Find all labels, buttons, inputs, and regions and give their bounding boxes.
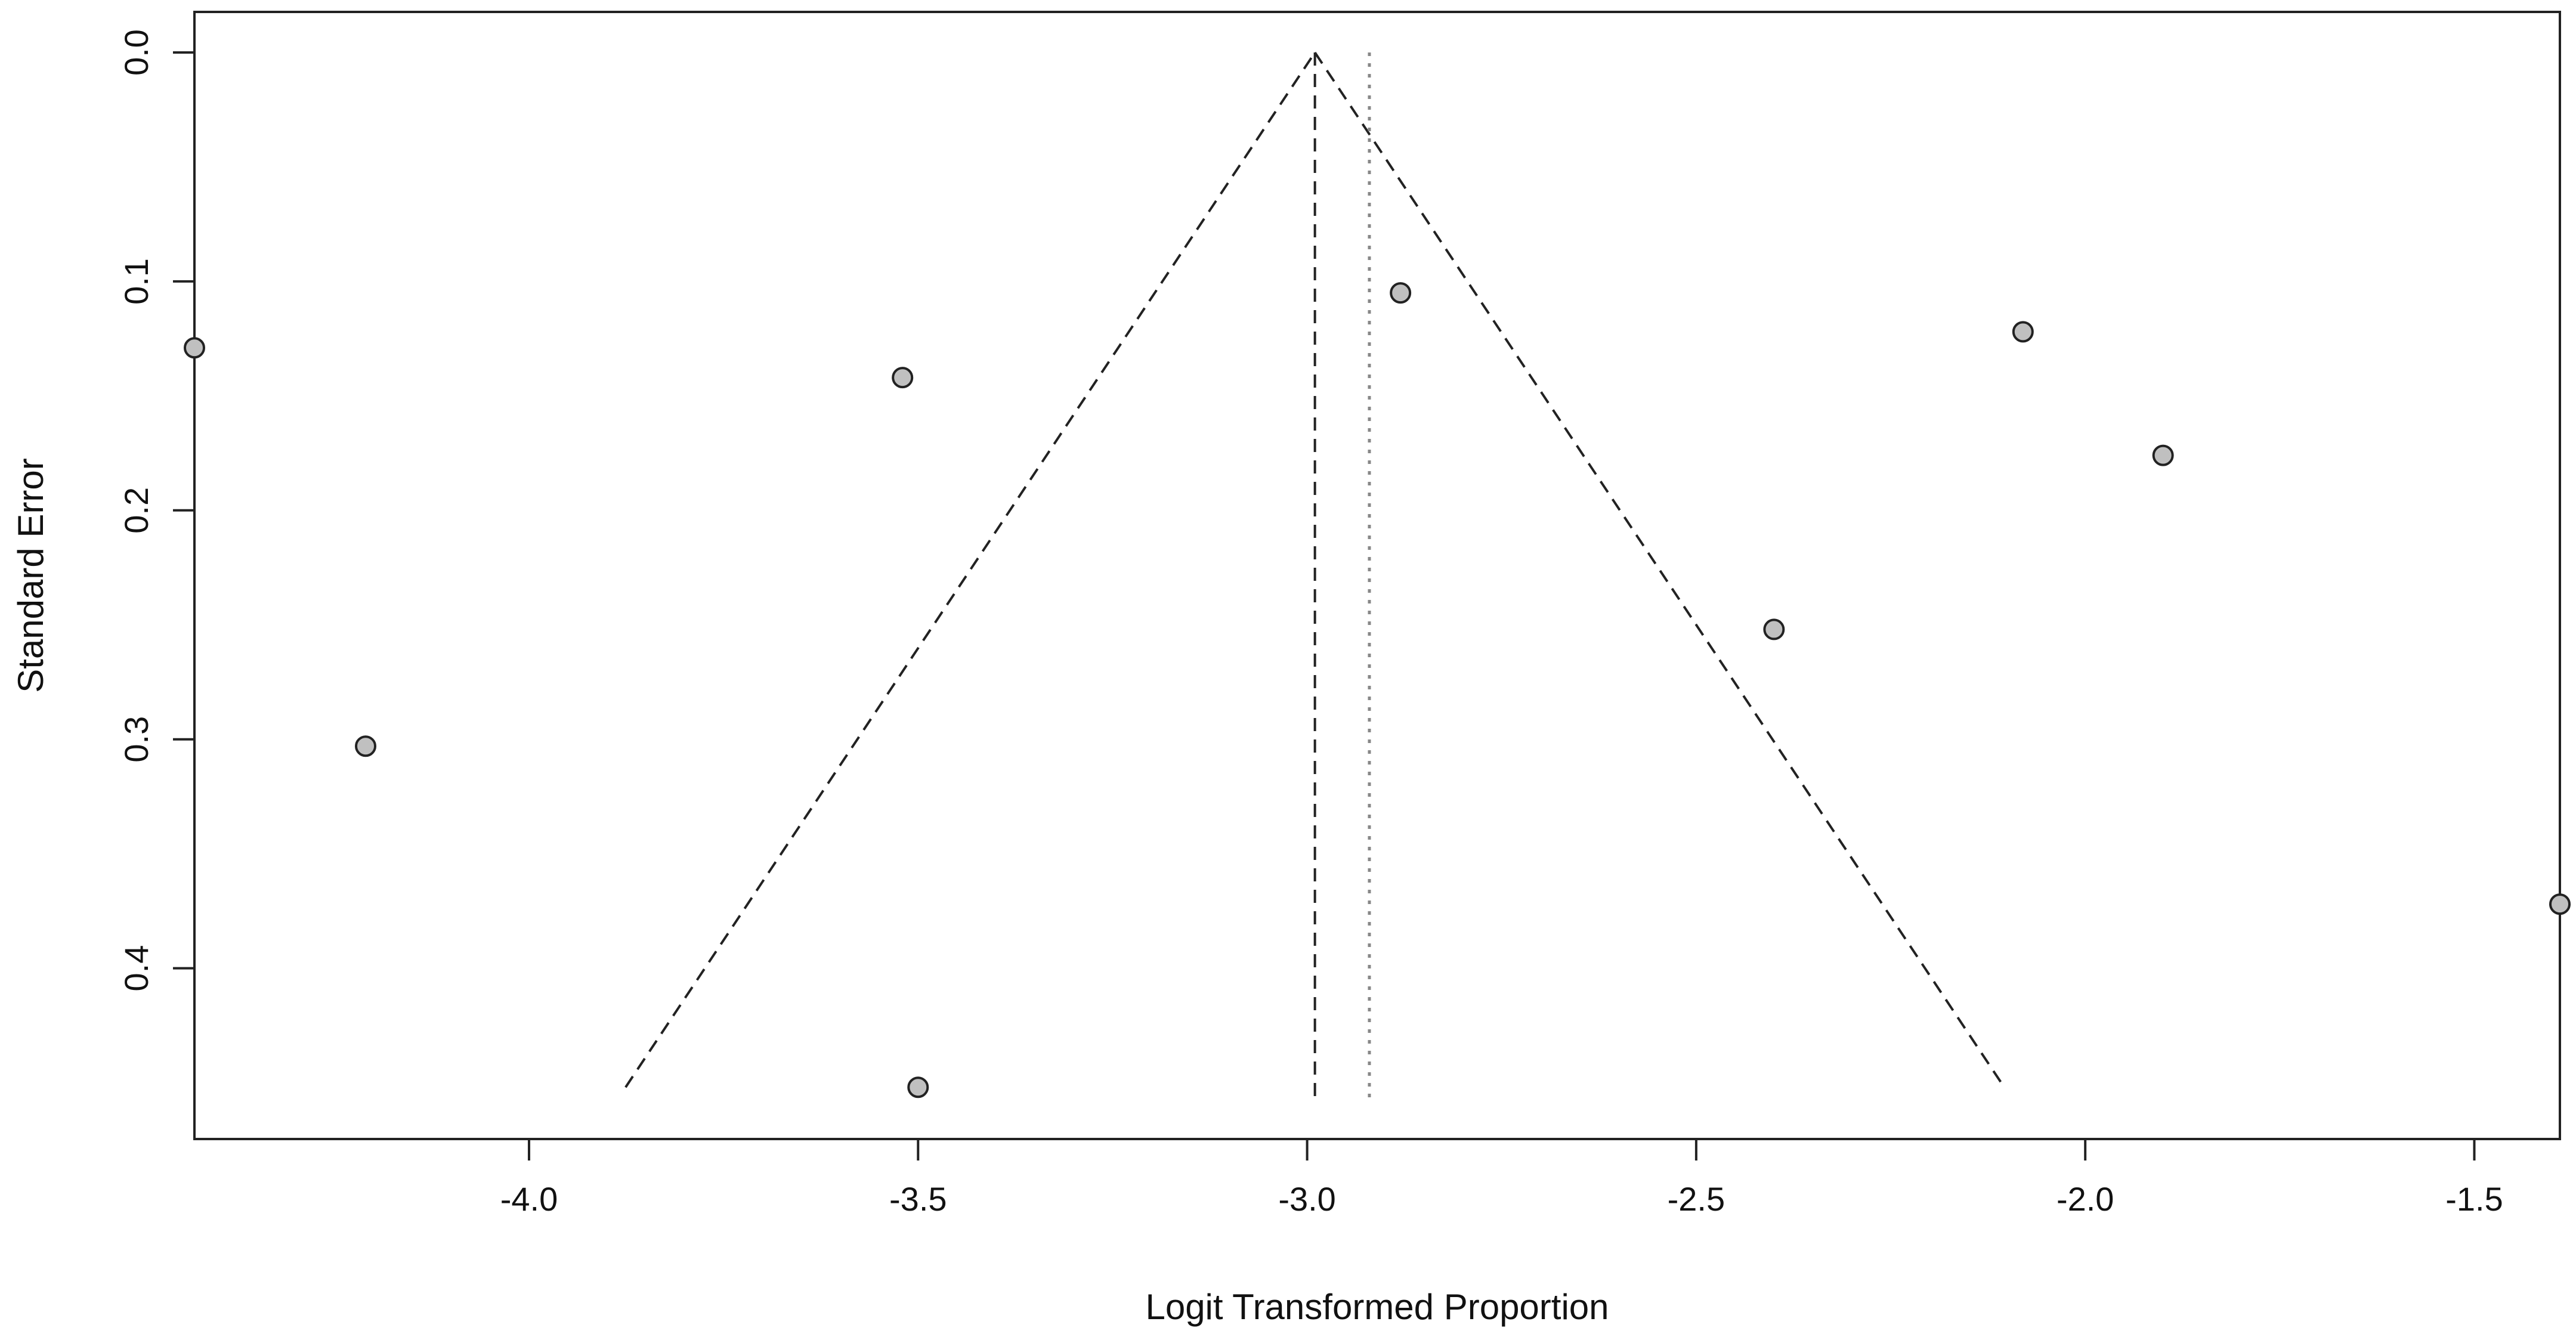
y-axis-title: Standard Error [11, 458, 51, 693]
data-point [1390, 282, 1412, 304]
y-tick-label: 0.1 [117, 258, 155, 305]
x-tick-label: -3.0 [1278, 1180, 1336, 1218]
plot-frame [193, 11, 2561, 1140]
x-tick-label: -2.5 [1668, 1180, 1725, 1218]
data-point [1763, 618, 1785, 640]
data-point [184, 337, 205, 359]
x-axis-title: Logit Transformed Proportion [1145, 1287, 1609, 1327]
y-tick-label: 0.3 [117, 716, 155, 763]
data-point [892, 367, 914, 389]
x-tick-label: -4.0 [500, 1180, 558, 1218]
x-axis: -4.0 -3.5 -3.0 -2.5 -2.0 -1.5 [500, 1138, 2503, 1218]
data-point [907, 1076, 929, 1098]
funnel-right-line [1313, 51, 2006, 1088]
x-tick-label: -1.5 [2445, 1180, 2503, 1218]
data-points [184, 282, 2571, 1098]
data-point [2012, 321, 2034, 343]
funnel-left-line [624, 51, 1316, 1088]
y-tick-label: 0.2 [117, 487, 155, 534]
x-tick-label: -3.5 [889, 1180, 947, 1218]
funnel-lines [624, 51, 2006, 1100]
x-tick-label: -2.0 [2057, 1180, 2114, 1218]
data-point [355, 735, 377, 757]
data-point [2152, 444, 2174, 466]
y-tick-label: 0.0 [117, 29, 155, 76]
y-tick-label: 0.4 [117, 945, 155, 992]
data-point [2549, 893, 2571, 915]
y-axis: 0.0 0.1 0.2 0.3 0.4 [117, 29, 196, 992]
